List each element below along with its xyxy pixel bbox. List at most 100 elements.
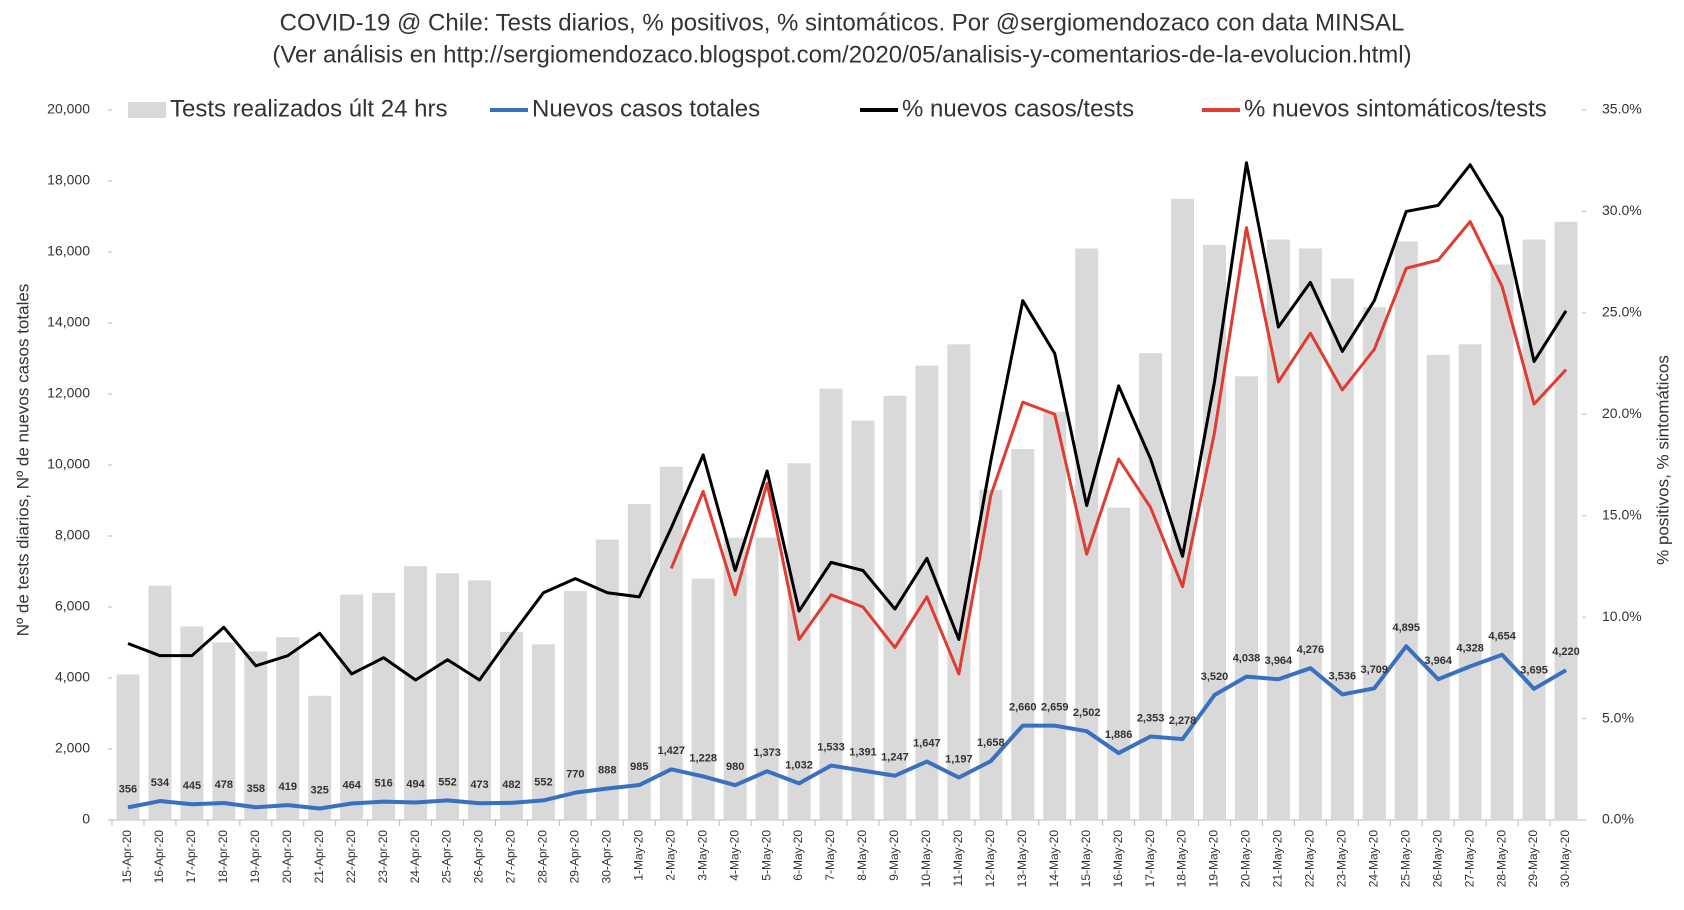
x-tick-label: 6-May-20 (791, 830, 805, 881)
data-label: 2,660 (1009, 701, 1037, 713)
data-label: 516 (374, 778, 392, 790)
bar (1458, 344, 1482, 820)
data-label: 419 (279, 781, 297, 793)
x-tick-label: 7-May-20 (823, 830, 837, 881)
y-tick-label: 14,000 (47, 314, 90, 330)
y-tick-label: 8,000 (55, 527, 90, 543)
y-tick-label: 6,000 (55, 598, 90, 614)
bar (1107, 507, 1131, 820)
y2-tick-label: 0.0% (1602, 811, 1634, 827)
bar (1394, 241, 1418, 821)
data-label: 3,964 (1265, 655, 1293, 667)
data-label: 482 (502, 779, 520, 791)
line (669, 220, 1568, 676)
y-tick-label: 0 (82, 811, 90, 827)
bar (372, 592, 396, 820)
bar (787, 463, 811, 820)
bar (1011, 449, 1035, 820)
data-label: 3,964 (1424, 655, 1452, 667)
bar (1075, 248, 1099, 820)
bar (116, 674, 140, 820)
data-label: 1,533 (817, 741, 845, 753)
y2-tick-label: 5.0% (1602, 709, 1634, 725)
bar (212, 642, 236, 820)
x-tick-label: 19-May-20 (1207, 830, 1221, 888)
x-tick-label: 8-May-20 (855, 830, 869, 881)
data-label: 4,654 (1488, 631, 1516, 643)
bar (1298, 248, 1322, 820)
data-label: 4,895 (1392, 622, 1420, 634)
x-tick-label: 16-Apr-20 (152, 830, 166, 884)
bar (499, 631, 523, 820)
data-label: 1,247 (881, 752, 909, 764)
bar (851, 420, 875, 820)
y-tick-label: 20,000 (47, 101, 90, 117)
x-tick-label: 1-May-20 (631, 830, 645, 881)
line (127, 644, 1568, 811)
x-tick-label: 17-May-20 (1143, 830, 1157, 888)
bar (563, 591, 587, 820)
data-label: 552 (438, 776, 456, 788)
x-tick-label: 25-May-20 (1398, 830, 1412, 888)
data-label: 770 (566, 769, 584, 781)
x-tick-label: 26-Apr-20 (472, 830, 486, 884)
y-tick-label: 16,000 (47, 243, 90, 259)
bar (1043, 411, 1067, 820)
bar (180, 626, 204, 820)
y2-tick-label: 35.0% (1602, 101, 1642, 117)
data-label: 494 (406, 778, 425, 790)
x-tick-label: 4-May-20 (727, 830, 741, 881)
bar (308, 695, 332, 820)
x-tick-label: 27-Apr-20 (504, 830, 518, 884)
x-tick-label: 20-May-20 (1239, 830, 1253, 888)
bar (1266, 239, 1290, 820)
x-tick-label: 21-May-20 (1271, 830, 1285, 888)
data-label: 3,709 (1361, 664, 1389, 676)
x-tick-label: 16-May-20 (1111, 830, 1125, 888)
y-tick-label: 2,000 (55, 740, 90, 756)
chart-title: COVID-19 @ Chile: Tests diarios, % posit… (280, 9, 1405, 36)
x-tick-label: 29-Apr-20 (568, 830, 582, 884)
bar (947, 344, 971, 820)
bar (979, 489, 1003, 820)
bar (915, 365, 939, 820)
data-label: 2,502 (1073, 707, 1101, 719)
y-tick-label: 12,000 (47, 385, 90, 401)
data-label: 4,038 (1233, 653, 1261, 665)
x-tick-label: 21-Apr-20 (312, 830, 326, 884)
data-label: 1,427 (657, 745, 685, 757)
legend-label: % nuevos sintomáticos/tests (1244, 95, 1547, 122)
legend-label: Nuevos casos totales (532, 95, 760, 122)
y2-tick-label: 15.0% (1602, 506, 1642, 522)
data-label: 464 (342, 779, 361, 791)
bar (340, 594, 364, 820)
bar (244, 651, 268, 820)
x-tick-label: 22-May-20 (1303, 830, 1317, 888)
x-tick-label: 28-Apr-20 (536, 830, 550, 884)
data-label: 473 (470, 779, 488, 791)
y2-tick-label: 10.0% (1602, 608, 1642, 624)
x-tick-label: 13-May-20 (1015, 830, 1029, 888)
data-label: 356 (119, 783, 137, 795)
x-tick-label: 18-May-20 (1175, 830, 1189, 888)
data-label: 1,658 (977, 737, 1005, 749)
bar (436, 573, 460, 820)
y-axis-label: Nº de tests diarios, Nº de nuevos casos … (13, 284, 32, 637)
y2-tick-label: 30.0% (1602, 202, 1642, 218)
x-tick-label: 15-May-20 (1079, 830, 1093, 888)
data-label: 4,328 (1456, 642, 1484, 654)
data-label: 1,391 (849, 747, 877, 759)
data-label: 2,353 (1137, 712, 1165, 724)
x-tick-label: 24-Apr-20 (408, 830, 422, 884)
bar (1554, 221, 1578, 820)
bar (723, 537, 747, 820)
data-label: 534 (151, 777, 170, 789)
x-tick-label: 29-May-20 (1526, 830, 1540, 888)
bar (659, 466, 683, 820)
y2-tick-label: 20.0% (1602, 405, 1642, 421)
data-label: 445 (183, 780, 201, 792)
data-label: 985 (630, 761, 648, 773)
data-label: 1,032 (785, 759, 813, 771)
x-tick-label: 18-Apr-20 (216, 830, 230, 884)
